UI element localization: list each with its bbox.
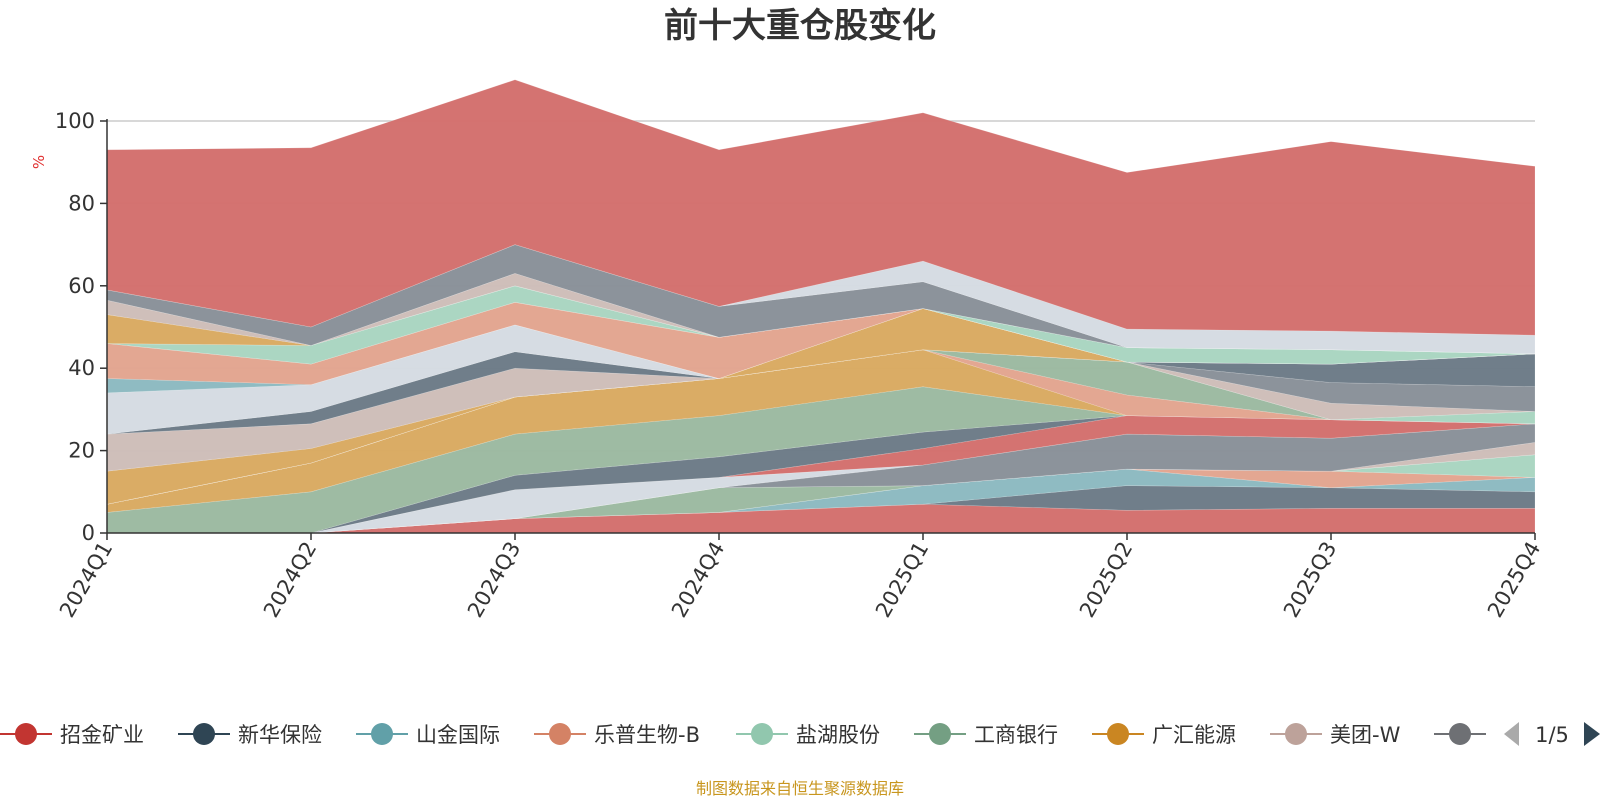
y-tick-label-3: 60 xyxy=(68,274,95,298)
x-tick-label-4: 2025Q1 xyxy=(871,538,933,622)
legend-label-6: 广汇能源 xyxy=(1152,723,1236,747)
legend-label-1: 新华保险 xyxy=(238,723,322,747)
legend-item-5[interactable]: 工商银行 xyxy=(914,723,1058,747)
legend-marker-2 xyxy=(371,723,393,745)
legend-item-2[interactable]: 山金国际 xyxy=(356,723,500,747)
legend-item-7[interactable]: 美团-W xyxy=(1270,723,1401,747)
legend-label-0: 招金矿业 xyxy=(60,723,144,747)
legend-label-3: 乐普生物-B xyxy=(594,723,700,747)
y-tick-label-1: 20 xyxy=(68,439,95,463)
x-tick-label-7: 2025Q4 xyxy=(1483,538,1545,622)
x-tick-label-3: 2024Q4 xyxy=(667,538,729,622)
legend-item-3[interactable]: 乐普生物-B xyxy=(534,723,700,747)
x-tick-label-1: 2024Q2 xyxy=(259,538,321,622)
legend-label-2: 山金国际 xyxy=(416,723,500,747)
x-tick-label-5: 2025Q2 xyxy=(1075,538,1137,622)
legend-marker-4 xyxy=(751,723,773,745)
source-note: 制图数据来自恒生聚源数据库 xyxy=(696,779,904,798)
y-tick-label-2: 40 xyxy=(68,356,95,380)
y-tick-label-4: 80 xyxy=(68,191,95,215)
legend-label-5: 工商银行 xyxy=(974,723,1058,747)
legend-marker-8 xyxy=(1449,723,1471,745)
x-tick-label-0: 2024Q1 xyxy=(55,538,117,622)
legend-marker-1 xyxy=(193,723,215,745)
legend: 招金矿业 新华保险 山金国际 乐普生物-B 盐湖股份 工商银行 广汇能源 美团-W 1/5 xyxy=(0,722,1600,747)
legend-prev-icon[interactable] xyxy=(1504,722,1519,746)
area-series-23 xyxy=(106,308,1536,435)
legend-marker-5 xyxy=(929,723,951,745)
y-axis-unit: % xyxy=(30,155,48,169)
y-tick-label-0: 0 xyxy=(82,521,95,545)
legend-item-0[interactable]: 招金矿业 xyxy=(0,723,144,747)
legend-next-icon[interactable] xyxy=(1584,722,1600,746)
legend-marker-3 xyxy=(549,723,571,745)
y-tick-label-5: 100 xyxy=(55,109,95,133)
area-series-33 xyxy=(106,79,1536,336)
plot-area xyxy=(106,79,1536,534)
legend-marker-6 xyxy=(1107,723,1129,745)
legend-item-6[interactable]: 广汇能源 xyxy=(1092,723,1236,747)
legend-page-indicator: 1/5 xyxy=(1535,723,1569,747)
x-tick-label-6: 2025Q3 xyxy=(1279,538,1341,622)
legend-item-1[interactable]: 新华保险 xyxy=(178,723,322,747)
legend-label-7: 美团-W xyxy=(1330,723,1401,747)
legend-marker-0 xyxy=(15,723,37,745)
legend-item-8[interactable] xyxy=(1434,723,1486,745)
legend-marker-7 xyxy=(1285,723,1307,745)
legend-item-4[interactable]: 盐湖股份 xyxy=(736,723,880,747)
x-tick-label-2: 2024Q3 xyxy=(463,538,525,622)
legend-label-4: 盐湖股份 xyxy=(796,723,880,747)
chart-title: 前十大重仓股变化 xyxy=(664,6,936,46)
